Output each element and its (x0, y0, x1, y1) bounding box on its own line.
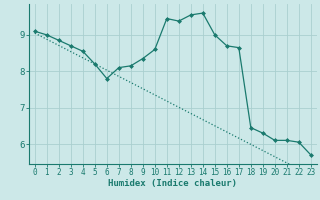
X-axis label: Humidex (Indice chaleur): Humidex (Indice chaleur) (108, 179, 237, 188)
